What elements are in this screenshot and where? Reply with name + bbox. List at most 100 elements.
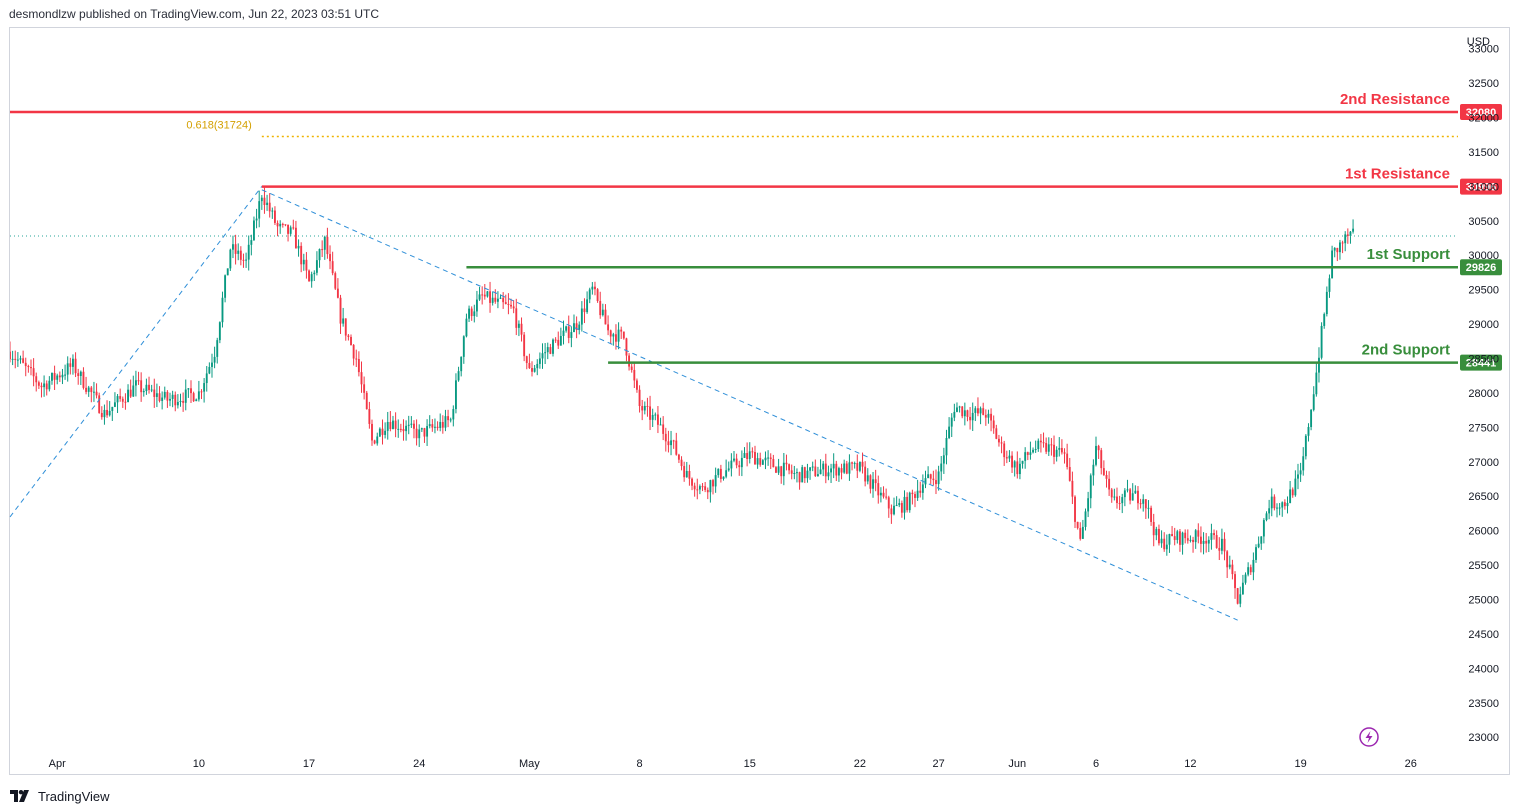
- candle-body: [748, 451, 751, 460]
- candle-body: [1113, 496, 1116, 498]
- candle-body: [1346, 234, 1349, 236]
- candle-body: [893, 505, 895, 515]
- candle-body: [958, 406, 961, 408]
- candle-body: [407, 424, 410, 426]
- candle-body: [1102, 468, 1105, 475]
- candle-body: [672, 440, 675, 442]
- y-tick-label: 29000: [1468, 319, 1499, 331]
- candle-body: [536, 363, 539, 369]
- candle-body: [733, 458, 735, 461]
- candle-body: [651, 414, 654, 420]
- candle-body: [423, 428, 426, 437]
- candle-body: [213, 356, 216, 363]
- candle-body: [882, 492, 885, 497]
- candle-body: [163, 391, 166, 398]
- candle-body: [788, 464, 791, 471]
- candle-body: [434, 426, 436, 428]
- candle-body: [1207, 539, 1210, 544]
- candle-body: [693, 485, 696, 490]
- candle-body: [491, 297, 494, 303]
- candle-body: [851, 462, 853, 464]
- candle-body: [229, 249, 232, 269]
- candle-body: [777, 466, 780, 473]
- candle-body: [69, 363, 72, 367]
- candle-body: [997, 438, 1000, 443]
- candle-body: [1147, 507, 1150, 509]
- trendline: [261, 189, 1238, 621]
- candle-body: [11, 358, 14, 360]
- price-tag-label: 32080: [1466, 107, 1497, 119]
- candle-body: [625, 338, 628, 356]
- candle-body: [924, 478, 927, 485]
- candle-body: [911, 492, 914, 495]
- candle-body: [478, 294, 481, 300]
- candle-body: [743, 453, 746, 458]
- candle-body: [803, 467, 806, 479]
- candle-body: [48, 380, 51, 390]
- x-tick-label: 26: [1405, 758, 1417, 770]
- candle-body: [216, 340, 219, 357]
- candle-body: [798, 472, 801, 483]
- candle-body: [111, 406, 114, 411]
- footer-brand: TradingView: [38, 788, 110, 804]
- candle-body: [607, 324, 610, 331]
- candle-body: [14, 358, 17, 360]
- candle-body: [919, 490, 922, 493]
- candle-body: [780, 466, 783, 477]
- candle-body: [483, 294, 486, 297]
- candle-body: [1029, 452, 1032, 455]
- candle-body: [51, 372, 53, 381]
- candle-body: [444, 416, 447, 428]
- candle-body: [116, 396, 119, 403]
- candle-body: [1318, 357, 1320, 373]
- lightning-icon[interactable]: [1359, 727, 1379, 747]
- candle-body: [1210, 533, 1213, 540]
- candle-body: [921, 484, 924, 493]
- candle-body: [929, 474, 932, 479]
- candle-body: [573, 323, 575, 333]
- candle-body: [1333, 247, 1336, 251]
- candle-body: [932, 478, 935, 481]
- candle-body: [218, 322, 221, 341]
- candle-body: [1079, 528, 1082, 539]
- candle-body: [1341, 242, 1344, 244]
- y-tick-label: 27500: [1468, 422, 1499, 434]
- candle-body: [990, 413, 993, 421]
- candle-body: [1163, 538, 1166, 550]
- candle-body: [756, 458, 759, 465]
- y-tick-label: 26000: [1468, 526, 1499, 538]
- candle-body: [1026, 452, 1029, 455]
- x-tick-label: 24: [413, 758, 425, 770]
- candle-body: [475, 299, 478, 312]
- candle-body: [271, 210, 274, 212]
- candle-body: [1260, 536, 1263, 544]
- candle-body: [465, 318, 468, 337]
- candle-body: [74, 358, 77, 374]
- candle-body: [1137, 490, 1139, 504]
- candle-body: [92, 391, 95, 393]
- candle-body: [837, 468, 840, 476]
- candle-body: [1050, 444, 1053, 446]
- candle-body: [1199, 536, 1202, 544]
- candle-body: [1076, 521, 1079, 529]
- candle-body: [622, 331, 625, 339]
- candle-body: [533, 368, 536, 372]
- candle-body: [35, 376, 38, 383]
- y-tick-label: 32000: [1468, 113, 1499, 125]
- candle-body: [525, 356, 528, 363]
- candle-body: [704, 486, 707, 490]
- candle-body: [956, 407, 958, 412]
- candle-body: [22, 358, 25, 363]
- candle-body: [1013, 461, 1016, 468]
- candle-body: [287, 224, 290, 234]
- candle-body: [1071, 480, 1074, 497]
- candle-body: [1042, 442, 1045, 444]
- candle-body: [371, 423, 373, 441]
- candle-body: [504, 302, 507, 304]
- candle-body: [37, 382, 40, 386]
- candle-body: [72, 358, 74, 367]
- candle-body: [145, 384, 148, 392]
- candle-body: [402, 428, 405, 432]
- candle-body: [887, 497, 890, 509]
